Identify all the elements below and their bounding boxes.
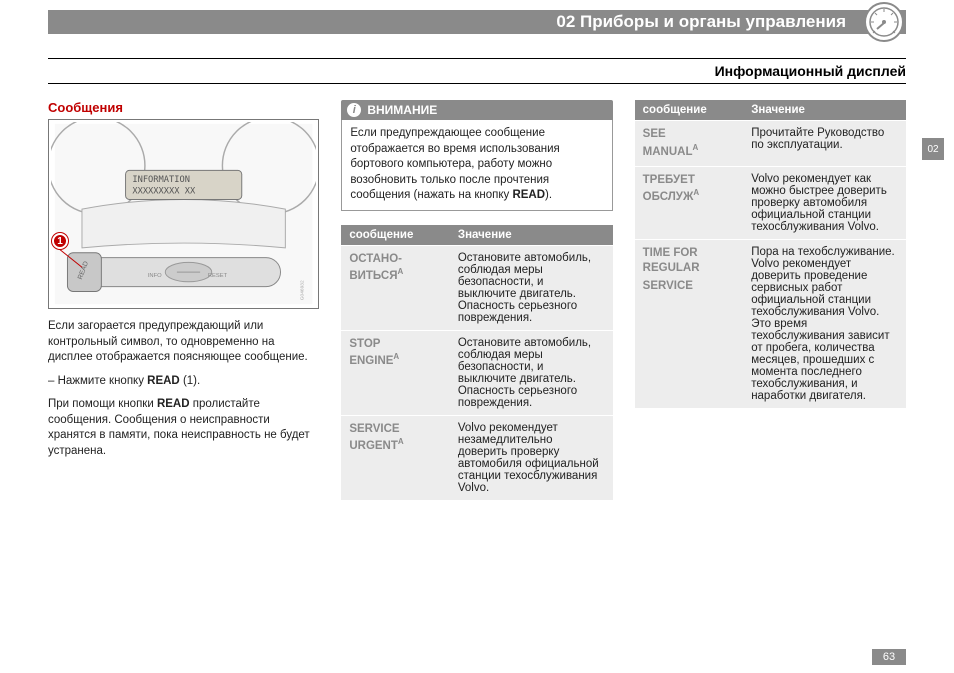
table-row: SERVICEURGENTA Volvo рекомендует незамед… <box>341 415 612 500</box>
message-table-1: сообщение Значение ОСТАНО-ВИТЬСЯA Остано… <box>341 225 612 500</box>
dashboard-illustration: INFORMATION XXXXXXXXX XX READ INFO RESET… <box>48 119 319 309</box>
msg-label: ОСТАНО-ВИТЬСЯA <box>341 245 450 330</box>
msg-value: Прочитайте Руководство по эксплуатации. <box>743 121 906 167</box>
message-table-2: сообщение Значение SEEMANUALA Прочитайте… <box>635 100 906 408</box>
msg-label: ТРЕБУЕТОБСЛУЖA <box>635 166 744 239</box>
chapter-title: 02 Приборы и органы управления <box>556 12 846 32</box>
chapter-header: 02 Приборы и органы управления <box>48 10 906 34</box>
col-header-meaning: Значение <box>743 100 906 121</box>
col-header-message: сообщение <box>341 225 450 246</box>
table-row: STOPENGINEA Остановите автомобиль, соблю… <box>341 330 612 415</box>
para-1: Если загорается предупреждающий или конт… <box>48 319 319 366</box>
msg-value: Остановите автомобиль, соблюдая меры без… <box>450 330 613 415</box>
table-row: SEEMANUALA Прочитайте Руководство по экс… <box>635 121 906 167</box>
table-row: ОСТАНО-ВИТЬСЯA Остановите автомобиль, со… <box>341 245 612 330</box>
msg-label: STOPENGINEA <box>341 330 450 415</box>
bullet-1: – Нажмите кнопку READ (1). <box>48 374 319 390</box>
msg-value: Volvo рекомендует незамедлительно довери… <box>450 415 613 500</box>
para-2: При помощи кнопки READ пролистайте сообщ… <box>48 397 319 459</box>
svg-text:XXXXXXXXX XX: XXXXXXXXX XX <box>132 187 196 197</box>
msg-label: SEEMANUALA <box>635 121 744 167</box>
body-text-1: Если загорается предупреждающий или конт… <box>48 319 319 459</box>
messages-heading: Сообщения <box>48 100 319 115</box>
info-icon: i <box>346 102 362 118</box>
svg-text:G046932: G046932 <box>300 280 306 300</box>
msg-value: Остановите автомобиль, соблюдая меры без… <box>450 245 613 330</box>
side-tab: 02 <box>922 138 944 160</box>
notice-body: Если предупреждающее сообщение отображае… <box>341 120 612 211</box>
page-number: 63 <box>872 649 906 665</box>
msg-value: Volvo рекомендует как можно быстрее дове… <box>743 166 906 239</box>
column-3: сообщение Значение SEEMANUALA Прочитайте… <box>635 100 906 645</box>
msg-label: TIME FORREGULARSERVICE <box>635 239 744 408</box>
page-number-value: 63 <box>883 651 895 663</box>
side-tab-label: 02 <box>927 144 938 155</box>
column-1: Сообщения INFORMATION XXXXXXXXX XX READ … <box>48 100 319 645</box>
content-area: Сообщения INFORMATION XXXXXXXXX XX READ … <box>48 100 906 645</box>
callout-badge-1: 1 <box>52 233 68 249</box>
subheader-title: Информационный дисплей <box>715 63 906 79</box>
table-row: TIME FORREGULARSERVICE Пора на техобслуж… <box>635 239 906 408</box>
notice-header: i ВНИМАНИЕ <box>341 100 612 120</box>
subheader-row: Информационный дисплей <box>48 58 906 84</box>
column-2: i ВНИМАНИЕ Если предупреждающее сообщени… <box>341 100 612 645</box>
table-row: ТРЕБУЕТОБСЛУЖA Volvo рекомендует как мож… <box>635 166 906 239</box>
col-header-message: сообщение <box>635 100 744 121</box>
msg-label: SERVICEURGENTA <box>341 415 450 500</box>
msg-value: Пора на техобслуживание. Volvo рекоменду… <box>743 239 906 408</box>
svg-text:RESET: RESET <box>208 273 228 279</box>
col-header-meaning: Значение <box>450 225 613 246</box>
notice-title: ВНИМАНИЕ <box>367 103 437 117</box>
badge-number: 1 <box>57 236 63 247</box>
svg-text:INFO: INFO <box>148 273 162 279</box>
gauge-icon <box>864 2 904 42</box>
table-header-row: сообщение Значение <box>635 100 906 121</box>
table-header-row: сообщение Значение <box>341 225 612 246</box>
svg-text:INFORMATION: INFORMATION <box>132 175 190 185</box>
